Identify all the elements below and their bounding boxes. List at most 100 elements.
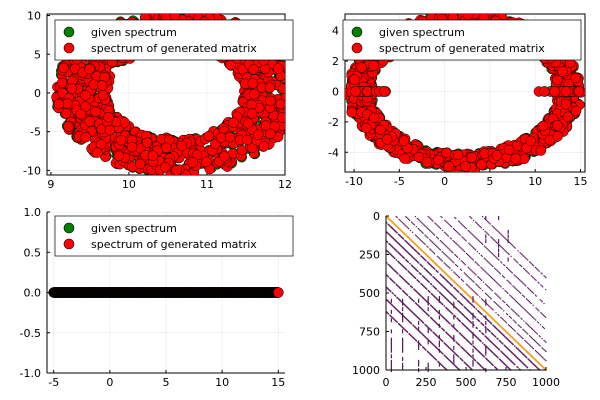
point-generated <box>379 86 390 97</box>
legend-label: given spectrum <box>379 26 465 39</box>
point-generated <box>53 98 65 110</box>
legend-marker <box>351 26 363 38</box>
point-generated <box>103 111 114 123</box>
point-generated <box>399 153 410 164</box>
point-generated <box>75 108 87 120</box>
point-generated <box>368 60 379 71</box>
point-generated <box>346 107 358 118</box>
point-generated <box>219 151 230 162</box>
point-generated <box>570 72 582 84</box>
y-tick-label: 0 <box>332 85 339 98</box>
x-tick-label: 0 <box>106 376 113 389</box>
legend-label: spectrum of generated matrix <box>379 42 545 55</box>
point-generated <box>573 86 585 97</box>
point-generated <box>92 147 103 158</box>
point-generated <box>466 152 478 163</box>
x-tick-label: -5 <box>48 376 59 389</box>
point-generated <box>503 144 515 156</box>
point-generated <box>228 117 239 128</box>
point-generated-end <box>273 287 284 298</box>
point-generated <box>246 99 257 111</box>
point-generated <box>361 122 372 134</box>
y-tick-label: -0.5 <box>20 327 41 340</box>
point-generated <box>510 153 521 164</box>
point-generated <box>201 156 212 168</box>
point-generated <box>443 161 454 172</box>
y-tick-label: -5 <box>30 126 41 139</box>
x-tick-label: 5 <box>486 175 493 188</box>
legend-label: given spectrum <box>91 222 177 235</box>
point-generated <box>552 130 563 142</box>
y-tick-label: 2 <box>332 55 339 68</box>
point-generated <box>176 140 188 151</box>
point-generated <box>275 98 285 110</box>
legend: given spectrum spectrum of generated matr… <box>54 215 294 257</box>
point-generated <box>557 66 568 77</box>
point-generated <box>225 59 236 71</box>
point-generated <box>84 116 95 127</box>
x-tick-label: 15 <box>271 376 285 389</box>
point-generated <box>375 124 386 136</box>
x-tick-label: -5 <box>394 175 405 188</box>
point-generated <box>381 134 393 145</box>
point-generated <box>248 88 260 100</box>
point-generated <box>90 106 101 117</box>
point-generated <box>141 137 153 148</box>
point-generated <box>560 86 572 97</box>
point-generated <box>80 131 91 143</box>
point-generated <box>264 82 276 93</box>
point-generated <box>66 83 78 94</box>
point-generated <box>126 141 138 153</box>
point-generated <box>350 86 361 97</box>
x-tick-label: 12 <box>278 178 292 191</box>
point-generated <box>560 99 572 110</box>
y-tick-label: 0.0 <box>24 287 42 300</box>
point-generated <box>273 63 284 74</box>
point-generated <box>525 135 537 147</box>
point-generated <box>277 83 285 94</box>
point-generated <box>161 142 172 154</box>
point-generated <box>63 121 74 132</box>
legend-label: spectrum of generated matrix <box>91 238 257 251</box>
point-generated <box>113 150 125 162</box>
point-generated <box>362 86 373 97</box>
point-generated <box>215 132 227 143</box>
point-generated <box>97 90 109 101</box>
point-generated <box>253 129 264 140</box>
point-generated <box>58 62 69 74</box>
point-generated <box>491 150 503 161</box>
point-generated <box>248 64 259 75</box>
point-generated <box>80 101 91 112</box>
point-generated <box>460 161 471 172</box>
x-tick-label: 10 <box>215 376 229 389</box>
point-generated <box>539 86 550 97</box>
point-generated <box>224 131 236 143</box>
point-generated <box>356 62 367 73</box>
point-generated <box>398 135 410 146</box>
y-tick-label: 4 <box>332 25 339 38</box>
legend-label: given spectrum <box>91 26 177 39</box>
y-tick-label: 0 <box>34 87 41 100</box>
x-tick-label: 0 <box>441 175 448 188</box>
point-generated <box>80 90 91 101</box>
legend-marker <box>63 42 75 54</box>
point-generated <box>147 150 159 162</box>
x-tick-label: 10 <box>528 175 542 188</box>
point-generated <box>56 77 68 89</box>
y-tick-label: 1.0 <box>24 206 42 219</box>
point-generated <box>277 112 285 123</box>
x-tick-label: -10 <box>345 175 363 188</box>
point-generated <box>349 74 360 85</box>
point-generated <box>246 142 258 154</box>
y-tick-label: 10 <box>27 10 41 23</box>
point-generated <box>187 157 199 168</box>
point-generated <box>562 111 574 123</box>
legend-marker <box>351 42 363 54</box>
y-tick-label: -1.0 <box>20 367 41 380</box>
y-tick-label: -10 <box>23 164 41 177</box>
point-generated <box>537 120 549 132</box>
legend-marker <box>63 238 75 250</box>
legend-box <box>54 19 294 61</box>
